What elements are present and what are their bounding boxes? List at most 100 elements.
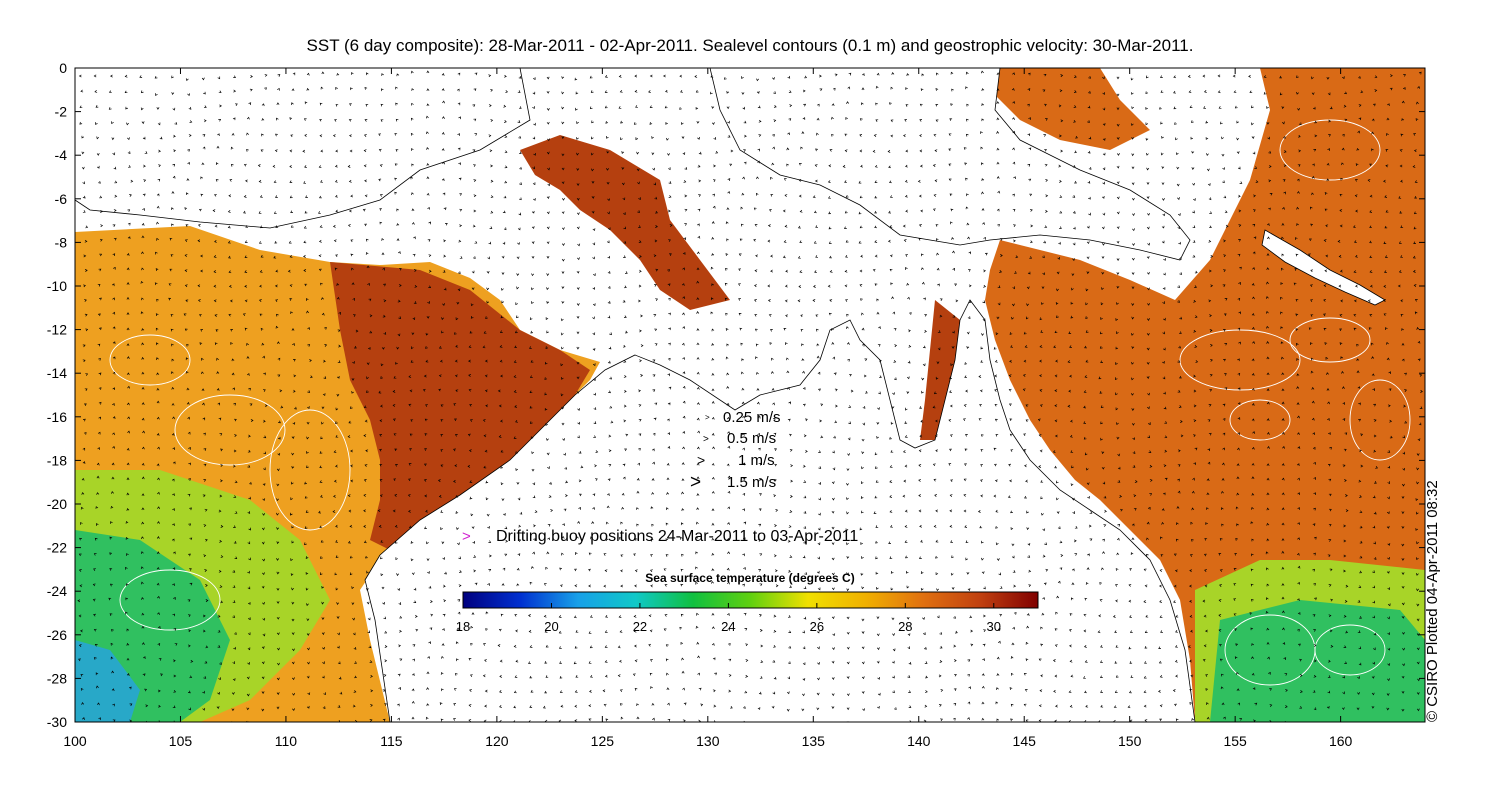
velocity-arrow bbox=[680, 613, 684, 617]
velocity-arrow bbox=[831, 103, 835, 107]
velocity-arrow bbox=[593, 407, 597, 410]
velocity-arrow bbox=[787, 723, 789, 725]
velocity-arrow bbox=[665, 507, 669, 511]
velocity-arrow bbox=[633, 629, 637, 633]
velocity-arrow bbox=[917, 179, 921, 183]
velocity-arrow bbox=[276, 677, 280, 681]
velocity-arrow bbox=[1281, 388, 1285, 392]
velocity-arrow bbox=[982, 300, 986, 304]
velocity-arrow bbox=[202, 629, 206, 633]
velocity-arrow bbox=[775, 584, 779, 588]
velocity-arrow bbox=[171, 75, 174, 79]
velocity-arrow bbox=[1101, 242, 1105, 246]
velocity-arrow bbox=[1115, 407, 1119, 411]
velocity-arrow bbox=[1144, 645, 1148, 649]
velocity-arrow bbox=[1009, 418, 1013, 422]
velocity-arrow bbox=[171, 343, 174, 347]
velocity-arrow bbox=[218, 90, 222, 94]
velocity-arrow bbox=[125, 597, 129, 601]
velocity-arrow bbox=[504, 135, 508, 138]
velocity-arrow bbox=[918, 494, 922, 498]
velocity-arrow bbox=[861, 438, 865, 442]
velocity-arrow bbox=[996, 72, 1000, 76]
velocity-arrow bbox=[1280, 311, 1283, 315]
velocity-arrow bbox=[993, 494, 997, 498]
velocity-arrow bbox=[954, 283, 958, 287]
velocity-arrow bbox=[81, 477, 85, 481]
velocity-arrow bbox=[81, 702, 85, 705]
velocity-arrow bbox=[1367, 299, 1371, 303]
velocity-arrow bbox=[289, 284, 293, 288]
velocity-arrow bbox=[831, 616, 835, 620]
velocity-arrow bbox=[757, 433, 760, 436]
velocity-arrow bbox=[725, 253, 729, 256]
velocity-arrow bbox=[908, 690, 911, 693]
velocity-arrow bbox=[1173, 90, 1176, 94]
velocity-arrow bbox=[212, 209, 216, 213]
velocity-arrow bbox=[305, 571, 309, 575]
velocity-arrow bbox=[1011, 87, 1015, 91]
velocity-arrow bbox=[1295, 299, 1299, 302]
x-tick-label: 125 bbox=[591, 733, 615, 749]
velocity-arrow bbox=[321, 421, 324, 425]
velocity-arrow bbox=[754, 328, 758, 332]
velocity-arrow bbox=[547, 524, 551, 527]
velocity-arrow bbox=[157, 595, 160, 599]
velocity-arrow bbox=[875, 480, 879, 483]
velocity-arrow bbox=[1143, 704, 1147, 708]
velocity-arrow bbox=[1313, 722, 1315, 724]
velocity-arrow bbox=[1384, 195, 1388, 198]
velocity-arrow bbox=[518, 135, 522, 139]
y-tick-label: -8 bbox=[55, 234, 68, 250]
velocity-arrow bbox=[318, 510, 321, 514]
velocity-arrow bbox=[1146, 196, 1150, 199]
velocity-arrow bbox=[546, 76, 550, 80]
velocity-arrow bbox=[125, 611, 128, 615]
velocity-arrow bbox=[981, 178, 985, 182]
velocity-arrow bbox=[1352, 225, 1356, 229]
velocity-arrow bbox=[397, 717, 400, 721]
velocity-arrow bbox=[529, 346, 532, 349]
velocity-arrow bbox=[394, 494, 398, 497]
velocity-arrow bbox=[1207, 461, 1211, 465]
velocity-arrow bbox=[902, 450, 906, 453]
velocity-arrow bbox=[935, 224, 939, 227]
velocity-arrow bbox=[668, 253, 672, 256]
velocity-arrow bbox=[1390, 74, 1393, 78]
velocity-arrow bbox=[1159, 718, 1162, 722]
vel-arrow-0: > bbox=[705, 413, 710, 422]
buoy-symbol: > bbox=[462, 528, 471, 545]
velocity-arrow bbox=[1387, 557, 1390, 560]
velocity-arrow bbox=[144, 151, 148, 154]
velocity-arrow bbox=[711, 432, 715, 436]
velocity-arrow bbox=[1193, 299, 1197, 303]
velocity-arrow bbox=[1087, 150, 1091, 154]
velocity-arrow bbox=[1312, 446, 1316, 450]
velocity-arrow bbox=[500, 315, 504, 319]
vel-label-0: 0.25 m/s bbox=[723, 409, 781, 426]
velocity-arrow bbox=[319, 525, 323, 529]
velocity-arrow bbox=[157, 506, 160, 510]
velocity-arrow bbox=[996, 88, 1000, 91]
land-solomon-islands bbox=[1261, 229, 1386, 306]
velocity-arrow bbox=[925, 675, 928, 679]
velocity-arrow bbox=[831, 660, 835, 664]
x-tick-label: 150 bbox=[1118, 733, 1142, 749]
velocity-arrow bbox=[411, 192, 414, 196]
velocity-arrow bbox=[323, 692, 326, 696]
velocity-arrow bbox=[234, 103, 238, 106]
velocity-arrow bbox=[264, 87, 267, 90]
velocity-arrow bbox=[1266, 236, 1270, 240]
velocity-arrow bbox=[873, 511, 877, 514]
velocity-arrow bbox=[939, 660, 943, 663]
velocity-arrow bbox=[1251, 105, 1254, 109]
velocity-arrow bbox=[363, 134, 367, 137]
velocity-arrow bbox=[858, 211, 862, 215]
velocity-arrow bbox=[965, 206, 969, 210]
velocity-arrow bbox=[902, 224, 906, 228]
velocity-arrow bbox=[1353, 299, 1357, 303]
velocity-arrow bbox=[889, 556, 893, 560]
velocity-arrow bbox=[607, 255, 611, 259]
velocity-arrow bbox=[457, 611, 461, 615]
velocity-arrow bbox=[802, 464, 806, 468]
